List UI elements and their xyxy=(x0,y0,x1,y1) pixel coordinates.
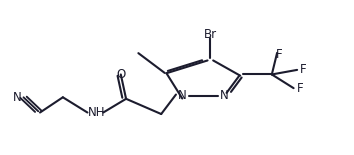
Text: F: F xyxy=(297,82,303,95)
Text: NH: NH xyxy=(87,106,105,119)
Text: Br: Br xyxy=(204,28,217,41)
Text: O: O xyxy=(116,68,125,81)
Text: N: N xyxy=(13,91,22,104)
Text: F: F xyxy=(300,63,307,76)
Text: N: N xyxy=(178,89,187,102)
Text: N: N xyxy=(220,89,229,102)
Text: F: F xyxy=(275,48,282,61)
